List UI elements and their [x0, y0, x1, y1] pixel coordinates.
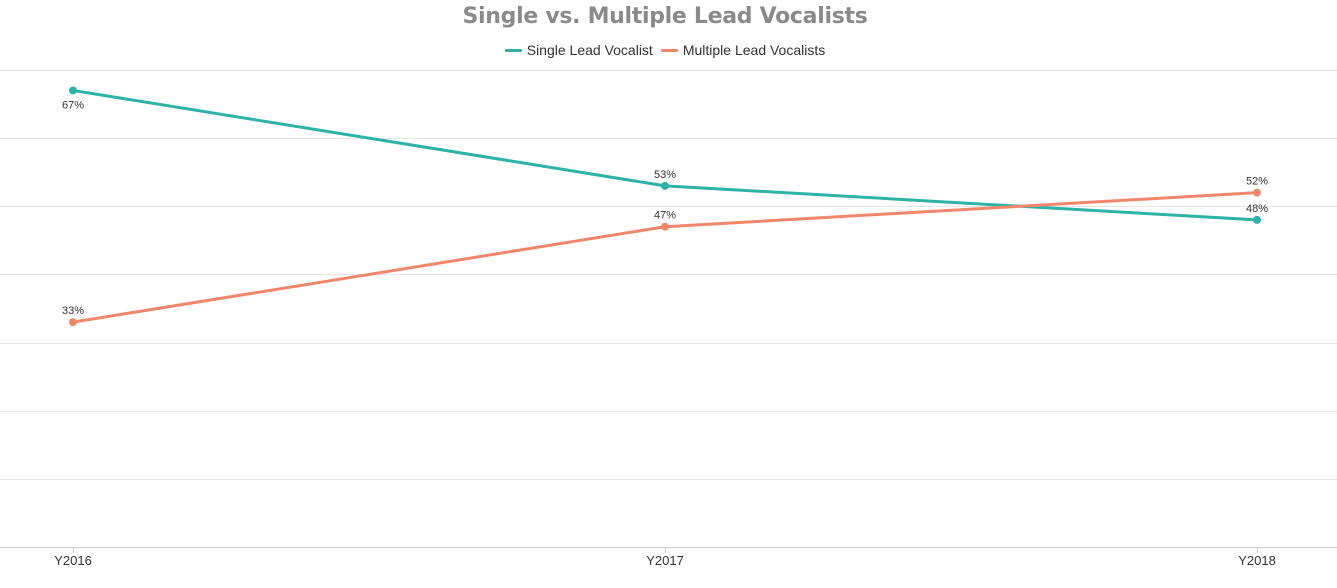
data-point [69, 318, 77, 327]
data-point [661, 222, 669, 231]
data-label: 52% [1246, 176, 1268, 188]
data-label: 67% [62, 99, 84, 111]
data-point [661, 181, 669, 190]
grid-layer [0, 70, 1337, 480]
data-label: 47% [654, 210, 676, 222]
legend-label-single: Single Lead Vocalist [526, 42, 653, 58]
legend-item-multiple[interactable]: Multiple Lead Vocalists [660, 42, 826, 58]
label-layer: 67% 53% 48% 33% 47% 52% [62, 99, 1268, 317]
axis-layer: Y2016 Y2017 Y2018 [0, 547, 1337, 568]
x-tick-label: Y2017 [646, 553, 684, 568]
series-layer [69, 86, 1261, 327]
legend-swatch-single [504, 48, 522, 52]
chart-legend: Single Lead Vocalist Multiple Lead Vocal… [0, 42, 1330, 58]
data-point [1253, 188, 1261, 197]
x-tick-label: Y2016 [54, 553, 92, 568]
legend-swatch-multiple [660, 48, 678, 52]
data-label: 53% [654, 169, 676, 181]
data-point [1253, 215, 1261, 224]
chart-title: Single vs. Multiple Lead Vocalists [462, 4, 868, 29]
legend-label-multiple: Multiple Lead Vocalists [682, 42, 826, 58]
data-label: 48% [1246, 203, 1268, 215]
data-point [69, 86, 77, 95]
legend-item-single[interactable]: Single Lead Vocalist [504, 42, 653, 58]
data-label: 33% [62, 305, 84, 317]
series-line [71, 88, 1259, 222]
x-tick-label: Y2018 [1238, 553, 1276, 568]
